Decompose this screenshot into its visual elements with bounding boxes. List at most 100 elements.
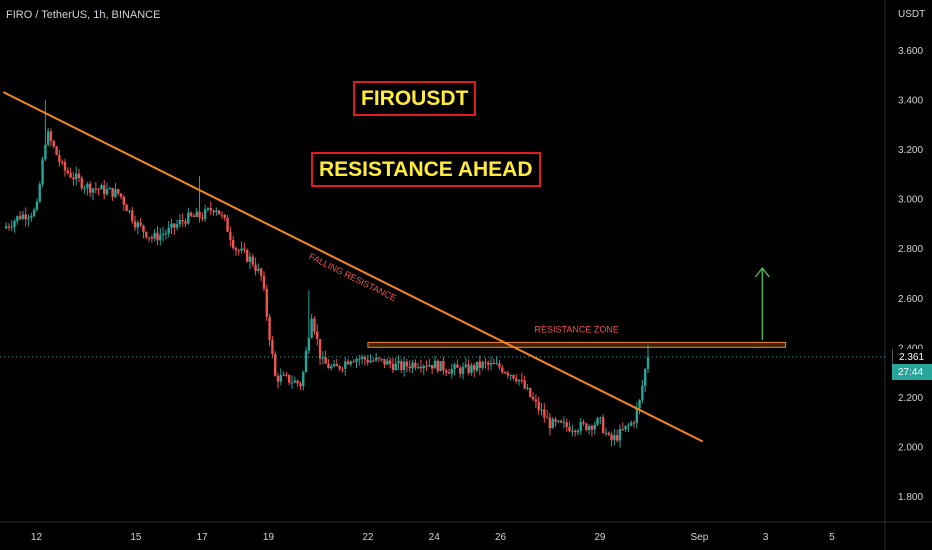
price-tick-label: 2.000: [898, 442, 923, 453]
candle-body: [41, 159, 44, 185]
candle-body: [618, 429, 622, 441]
price-tick-label: 3.000: [898, 195, 923, 206]
bar-countdown-tag: 27:44: [892, 364, 932, 380]
candle-body: [543, 409, 546, 418]
candle-body: [621, 429, 624, 431]
candle-body: [313, 318, 316, 332]
candle-body: [377, 357, 381, 359]
candle-body: [517, 379, 521, 382]
candle-body: [523, 380, 526, 389]
candle-body: [60, 161, 64, 163]
candle-body: [122, 196, 126, 205]
candle-body: [307, 337, 311, 351]
candle-body: [473, 365, 476, 371]
candle-body: [178, 219, 182, 225]
candle-body: [330, 366, 333, 369]
resistance-zone[interactable]: [367, 341, 787, 348]
candlesticks: [4, 99, 650, 448]
candle-body: [195, 211, 198, 217]
drawing-overlays: FALLING RESISTANCE RESISTANCE ZONE: [0, 91, 885, 443]
candle-body: [103, 185, 106, 195]
candle-body: [548, 417, 552, 429]
candle-body: [282, 374, 285, 376]
candle-body: [83, 188, 86, 190]
candle-body: [89, 183, 92, 193]
candle-body: [128, 210, 131, 212]
candle-body: [380, 358, 383, 360]
candle-body: [439, 361, 442, 372]
candle-body: [638, 400, 641, 409]
candle-body: [430, 365, 434, 369]
candle-body: [276, 375, 280, 382]
time-axis[interactable]: 12 15 17 19 22 24 26 29 Sep 3 5: [31, 532, 835, 543]
candle-body: [226, 217, 229, 232]
candle-body: [632, 422, 636, 424]
candle-body: [293, 380, 297, 383]
candle-body: [402, 361, 406, 371]
candle-body: [24, 214, 27, 220]
candle-body: [629, 422, 633, 426]
candle-body: [327, 363, 330, 369]
candle-body: [408, 366, 411, 369]
candle-body: [520, 379, 524, 381]
candle-body: [501, 367, 504, 373]
candle-body: [400, 361, 403, 371]
candle-body: [456, 364, 459, 368]
candle-body: [212, 210, 215, 213]
candle-body: [397, 361, 400, 364]
candle-body: [91, 188, 95, 193]
currency-label: USDT: [898, 9, 926, 20]
candle-body: [161, 234, 165, 236]
candle-body: [641, 385, 644, 401]
candle-body: [383, 358, 386, 365]
candle-body: [245, 250, 249, 262]
candle-body: [624, 425, 627, 430]
candle-body: [372, 360, 375, 362]
candle-body: [299, 383, 302, 387]
candle-body: [318, 339, 322, 359]
candle-body: [142, 225, 145, 232]
symbol-header[interactable]: FIRO / TetherUS, 1h, BINANCE: [6, 9, 161, 21]
last-price-tag: 2.361: [892, 349, 932, 365]
candle-body: [411, 362, 414, 369]
candle-body: [86, 183, 89, 189]
candle-body: [117, 189, 120, 194]
candle-body: [344, 361, 347, 369]
candle-body: [587, 426, 591, 430]
price-axis[interactable]: 1.800 2.000 2.200 2.400 2.600 2.800 3.000 3.200…: [898, 46, 923, 503]
candle-body: [627, 425, 630, 427]
candle-body: [262, 275, 266, 289]
candle-body: [175, 224, 179, 228]
candle-body: [271, 340, 274, 355]
candle-body: [18, 216, 22, 219]
candle-body: [111, 187, 114, 197]
candle-body: [590, 426, 594, 430]
candle-body: [484, 362, 487, 364]
candle-body: [503, 372, 507, 374]
candle-body: [358, 358, 361, 360]
candle-body: [360, 356, 364, 359]
candle-body: [559, 420, 563, 423]
candle-body: [442, 361, 445, 371]
candle-body: [554, 419, 557, 422]
price-tick-label: 2.800: [898, 244, 923, 255]
candle-body: [388, 360, 392, 364]
candle-body: [296, 380, 299, 384]
candle-body: [35, 201, 39, 210]
candle-body: [615, 435, 619, 441]
time-tick-label: 24: [429, 532, 441, 543]
candle-body: [63, 162, 67, 171]
falling-resistance-line[interactable]: [2, 91, 704, 443]
candle-body: [635, 408, 638, 423]
candle-body: [534, 399, 538, 402]
candle-body: [10, 226, 13, 228]
candle-body: [285, 374, 288, 376]
candle-body: [394, 363, 397, 371]
candle-body: [436, 360, 439, 372]
candle-body: [459, 367, 462, 374]
candle-body: [324, 357, 327, 364]
candle-body: [352, 361, 355, 363]
candle-body: [576, 430, 580, 433]
